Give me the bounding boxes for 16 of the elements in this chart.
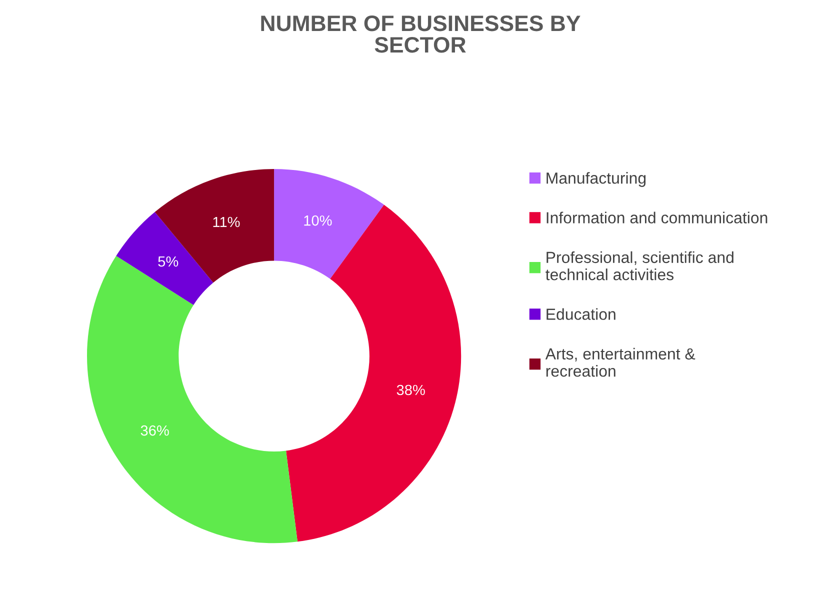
data-label: 36%: [140, 425, 169, 436]
data-label: 5%: [158, 256, 178, 267]
donut-slice: [154, 169, 274, 283]
legend-label: Arts, entertainment & recreation: [545, 348, 696, 377]
donut-slice: [286, 204, 462, 542]
legend-label: Information and communication: [546, 212, 768, 224]
legend-label: Education: [546, 308, 616, 320]
donut-slice: [116, 212, 214, 305]
data-label: 11%: [213, 216, 240, 228]
chart-title: NUMBER OF BUSINESSES BY SECTOR: [261, 15, 580, 53]
donut-slice: [87, 256, 298, 544]
data-label: 38%: [396, 384, 425, 396]
legend-label: Professional, scientific and technical activities: [546, 251, 734, 280]
data-label: 10%: [304, 215, 332, 226]
donut-slice: [274, 169, 384, 279]
legend-label: Manufacturing: [546, 172, 646, 187]
